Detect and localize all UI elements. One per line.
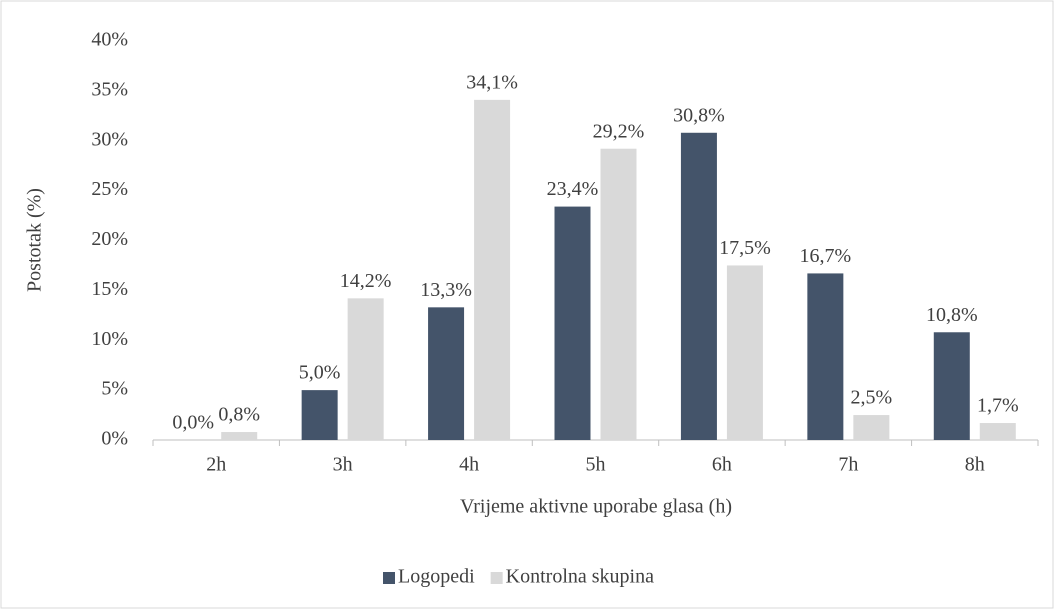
x-tick-label: 2h bbox=[206, 454, 226, 476]
legend-label: Kontrolna skupina bbox=[506, 566, 654, 588]
y-tick-label: 0% bbox=[101, 428, 128, 450]
bar bbox=[554, 206, 591, 440]
y-tick-label: 25% bbox=[91, 178, 128, 200]
bar bbox=[726, 265, 763, 440]
y-tick-label: 30% bbox=[91, 128, 128, 150]
data-label: 14,2% bbox=[340, 270, 392, 292]
y-axis-title: Postotak (%) bbox=[24, 188, 46, 292]
data-label: 34,1% bbox=[466, 71, 518, 93]
y-tick-label: 5% bbox=[101, 378, 128, 400]
x-tick-label: 5h bbox=[586, 454, 606, 476]
data-label: 16,7% bbox=[800, 245, 852, 267]
x-axis-title: Vrijeme aktivne uporabe glasa (h) bbox=[460, 496, 732, 518]
legend-swatch bbox=[383, 572, 395, 584]
legend-label: Logopedi bbox=[398, 566, 475, 588]
y-tick-label: 15% bbox=[91, 278, 128, 300]
y-tick-label: 40% bbox=[91, 29, 128, 51]
data-label: 1,7% bbox=[977, 395, 1019, 417]
bar bbox=[428, 307, 465, 440]
data-label: 0,0% bbox=[172, 412, 214, 434]
data-label: 5,0% bbox=[299, 362, 341, 384]
y-tick-label: 20% bbox=[91, 228, 128, 250]
bar bbox=[807, 273, 844, 440]
data-label: 23,4% bbox=[547, 178, 599, 200]
legend-swatch bbox=[490, 572, 503, 584]
bar bbox=[933, 332, 970, 440]
x-tick-label: 4h bbox=[459, 454, 479, 476]
x-tick-label: 7h bbox=[838, 454, 858, 476]
data-label: 17,5% bbox=[719, 237, 771, 259]
bar bbox=[600, 148, 637, 441]
bar bbox=[347, 298, 384, 440]
x-tick-label: 3h bbox=[333, 454, 353, 476]
bar bbox=[474, 99, 511, 440]
bar bbox=[680, 132, 717, 440]
x-tick-label: 6h bbox=[712, 454, 732, 476]
bar bbox=[853, 415, 890, 440]
y-tick-label: 35% bbox=[91, 78, 128, 100]
bar bbox=[979, 423, 1016, 440]
data-label: 30,8% bbox=[673, 104, 725, 126]
bar bbox=[221, 432, 258, 440]
data-label: 0,8% bbox=[218, 404, 260, 426]
y-tick-label: 10% bbox=[91, 328, 128, 350]
data-label: 2,5% bbox=[851, 387, 893, 409]
x-tick-label: 8h bbox=[965, 454, 985, 476]
data-label: 29,2% bbox=[593, 120, 645, 142]
data-label: 13,3% bbox=[420, 279, 472, 301]
bar bbox=[301, 390, 338, 440]
data-label: 10,8% bbox=[926, 304, 978, 326]
